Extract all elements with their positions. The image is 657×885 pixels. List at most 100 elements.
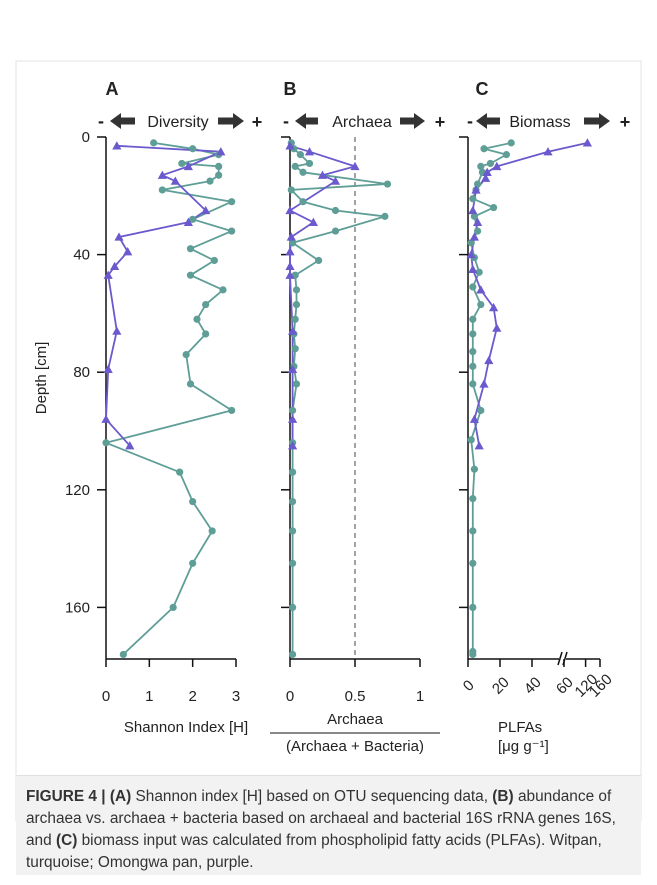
point-b-witpan-10 <box>381 212 389 220</box>
point-b-omongwa-12 <box>288 364 298 373</box>
point-b-witpan-29 <box>289 650 297 659</box>
point-a-witpan-19 <box>186 380 195 388</box>
x-axis-units-c: [μg g⁻¹] <box>498 738 549 755</box>
point-b-witpan-26 <box>289 527 297 535</box>
point-a-omongwa-2 <box>183 161 193 171</box>
arrow-left-c-head <box>476 113 487 129</box>
point-b-witpan-19 <box>291 345 299 353</box>
arrow-left-a-shaft <box>120 117 135 125</box>
point-b-omongwa-4 <box>330 176 341 185</box>
x-axis-label-b-numerator: Archaea <box>327 711 384 728</box>
x-tick-label-a-0: 0 <box>102 688 110 705</box>
point-b-witpan-11 <box>331 227 340 235</box>
x-axis-label-b-denominator: (Archaea + Bacteria) <box>286 738 424 755</box>
point-a-witpan-26 <box>169 603 177 612</box>
point-b-omongwa-13 <box>288 414 298 423</box>
point-b-witpan-8 <box>299 198 307 206</box>
point-b-omongwa-11 <box>288 326 298 335</box>
point-c-omongwa-3 <box>482 167 492 176</box>
panel-letter-a: A <box>106 79 119 99</box>
point-a-witpan-5 <box>215 171 223 179</box>
point-c-omongwa-17 <box>474 441 484 450</box>
point-a-witpan-27 <box>119 650 127 659</box>
caption-part-b-label: (B) <box>492 788 514 805</box>
x-tick-label-c-20: 20 <box>489 674 513 698</box>
point-b-witpan-6 <box>383 180 392 188</box>
point-b-witpan-22 <box>289 406 297 415</box>
point-a-witpan-12 <box>210 256 218 265</box>
point-b-omongwa-10 <box>285 270 295 279</box>
point-c-omongwa-8 <box>469 232 479 241</box>
point-c-omongwa-0 <box>582 138 592 147</box>
point-a-omongwa-7 <box>114 232 124 241</box>
panel-letter-c: C <box>476 79 489 99</box>
point-c-omongwa-15 <box>479 379 489 388</box>
point-a-witpan-23 <box>189 497 197 506</box>
point-b-witpan-16 <box>292 300 301 309</box>
header-title-c: Biomass <box>509 114 570 131</box>
header-plus-b: + <box>435 112 446 132</box>
arrow-left-a <box>110 113 135 129</box>
point-b-omongwa-7 <box>286 232 296 241</box>
x-tick-label-b-0: 0 <box>286 688 294 705</box>
x-tick-label-a-2: 2 <box>188 688 196 705</box>
point-a-witpan-3 <box>178 159 186 168</box>
point-b-witpan-4 <box>291 162 299 170</box>
y-tick-label-80: 80 <box>73 364 90 381</box>
header-minus-b: - <box>283 111 289 131</box>
point-c-witpan-1 <box>480 145 488 153</box>
point-b-witpan-12 <box>289 239 297 247</box>
point-a-witpan-11 <box>186 245 195 253</box>
point-b-witpan-25 <box>289 497 297 506</box>
point-a-witpan-0 <box>150 139 158 147</box>
arrow-right-a-head <box>233 113 244 129</box>
point-a-witpan-1 <box>189 145 197 153</box>
point-b-witpan-28 <box>289 603 297 612</box>
point-c-witpan-25 <box>469 495 477 503</box>
x-tick-label-b-0.5: 0.5 <box>345 688 366 705</box>
point-c-witpan-2 <box>502 151 510 159</box>
x-tick-label-b-1: 1 <box>416 688 424 705</box>
point-c-witpan-28 <box>469 603 477 612</box>
panel-letter-b: B <box>284 79 297 99</box>
depth-axis-label: Depth [cm] <box>33 342 50 415</box>
caption-part-a-label: (A) <box>109 788 132 805</box>
point-c-witpan-17 <box>469 315 477 323</box>
arrow-right-b-head <box>414 113 425 129</box>
caption-figure-label: FIGURE 4 | <box>26 788 106 805</box>
header-title-a: Diversity <box>147 114 208 131</box>
point-c-witpan-20 <box>469 362 477 370</box>
point-a-omongwa-0 <box>112 141 122 150</box>
point-a-witpan-16 <box>193 315 201 323</box>
arrow-right-c-shaft <box>584 117 600 125</box>
point-c-witpan-16 <box>477 300 485 309</box>
arrow-left-c-shaft <box>486 117 500 125</box>
x-tick-label-c-0: 0 <box>460 677 478 695</box>
header-plus-a: + <box>252 112 263 132</box>
point-c-omongwa-11 <box>476 285 486 294</box>
point-c-witpan-10 <box>470 212 478 220</box>
point-a-witpan-25 <box>189 559 197 567</box>
point-b-omongwa-1 <box>304 147 315 156</box>
point-a-omongwa-3 <box>157 170 167 179</box>
point-a-witpan-22 <box>176 468 184 476</box>
point-c-omongwa-4 <box>481 173 491 182</box>
arrow-right-c <box>584 113 610 129</box>
point-c-omongwa-7 <box>473 217 483 226</box>
arrow-left-b <box>295 113 318 129</box>
point-a-omongwa-13 <box>101 414 111 423</box>
point-c-witpan-23 <box>467 436 475 444</box>
point-b-omongwa-5 <box>285 205 295 215</box>
point-c-witpan-19 <box>469 348 477 356</box>
figure-caption: FIGURE 4 | (A) Shannon index [H] based o… <box>16 775 641 875</box>
point-c-witpan-26 <box>469 527 477 535</box>
point-b-omongwa-14 <box>288 441 298 450</box>
x-axis-label-c: PLFAs <box>498 719 542 736</box>
axis-break-mark-1 <box>557 651 563 666</box>
point-c-omongwa-1 <box>543 147 553 156</box>
point-c-omongwa-5 <box>471 185 481 194</box>
point-a-witpan-7 <box>158 186 166 194</box>
point-a-witpan-14 <box>219 286 227 294</box>
point-c-witpan-3 <box>486 159 494 168</box>
